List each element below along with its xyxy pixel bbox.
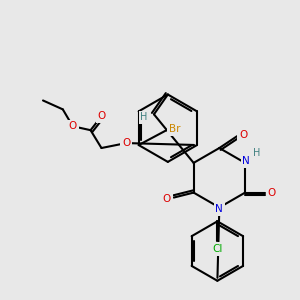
Text: O: O [69,121,77,131]
Text: N: N [242,156,250,166]
Text: O: O [122,138,130,148]
Text: O: O [97,111,106,121]
Text: H: H [253,148,261,158]
Text: O: O [239,130,247,140]
Text: N: N [215,204,223,214]
Text: Br: Br [169,124,180,134]
Text: H: H [140,112,148,122]
Text: Cl: Cl [212,244,223,254]
Text: O: O [163,194,171,203]
Text: O: O [268,188,276,198]
